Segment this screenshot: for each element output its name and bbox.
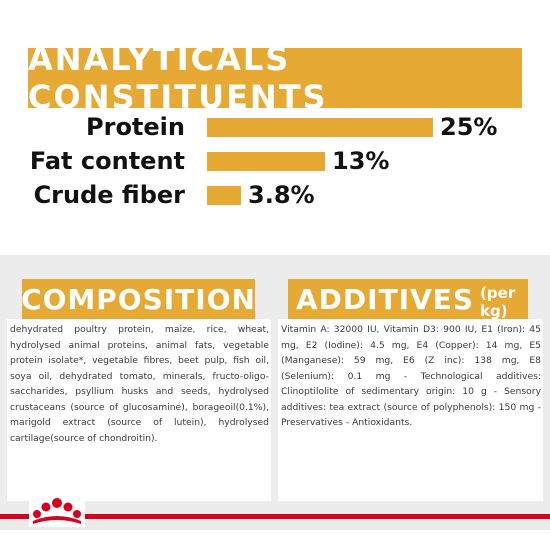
nutrient-value: 25% xyxy=(440,113,498,141)
nutrient-row-fat: Fat content 13% xyxy=(0,144,550,178)
nutrient-bar xyxy=(207,118,433,137)
nutrient-row-protein: Protein 25% xyxy=(0,110,550,144)
additives-heading-sub: (per kg) xyxy=(480,284,516,320)
nutrient-bar xyxy=(207,152,325,171)
nutrient-value: 3.8% xyxy=(248,181,315,209)
composition-text: dehydrated poultry protein, maize, rice,… xyxy=(10,324,269,444)
page-title: ANALYTICALS CONSTITUENTS xyxy=(28,40,328,116)
nutrient-label: Crude fiber xyxy=(33,181,185,209)
additives-panel: Vitamin A: 32000 IU, Vitamin D3: 900 IU,… xyxy=(278,319,543,501)
title-banner: ANALYTICALS CONSTITUENTS xyxy=(28,40,522,116)
additives-heading-text: ADDITIVES xyxy=(296,282,475,316)
additives-heading: ADDITIVES (per kg) xyxy=(288,279,528,320)
nutrient-value: 13% xyxy=(332,147,390,175)
nutrient-bar xyxy=(207,186,241,205)
composition-heading-text: COMPOSITION xyxy=(21,282,256,316)
composition-panel: dehydrated poultry protein, maize, rice,… xyxy=(7,319,271,501)
additives-text: Vitamin A: 32000 IU, Vitamin D3: 900 IU,… xyxy=(281,324,541,428)
nutrient-row-fiber: Crude fiber 3.8% xyxy=(0,178,550,212)
nutrient-label: Fat content xyxy=(29,147,185,175)
composition-heading: COMPOSITION xyxy=(21,279,256,319)
nutrient-label: Protein xyxy=(86,113,185,141)
royal-canin-crown-icon xyxy=(33,498,81,524)
brand-logo xyxy=(29,497,85,527)
brand-line xyxy=(0,514,550,519)
